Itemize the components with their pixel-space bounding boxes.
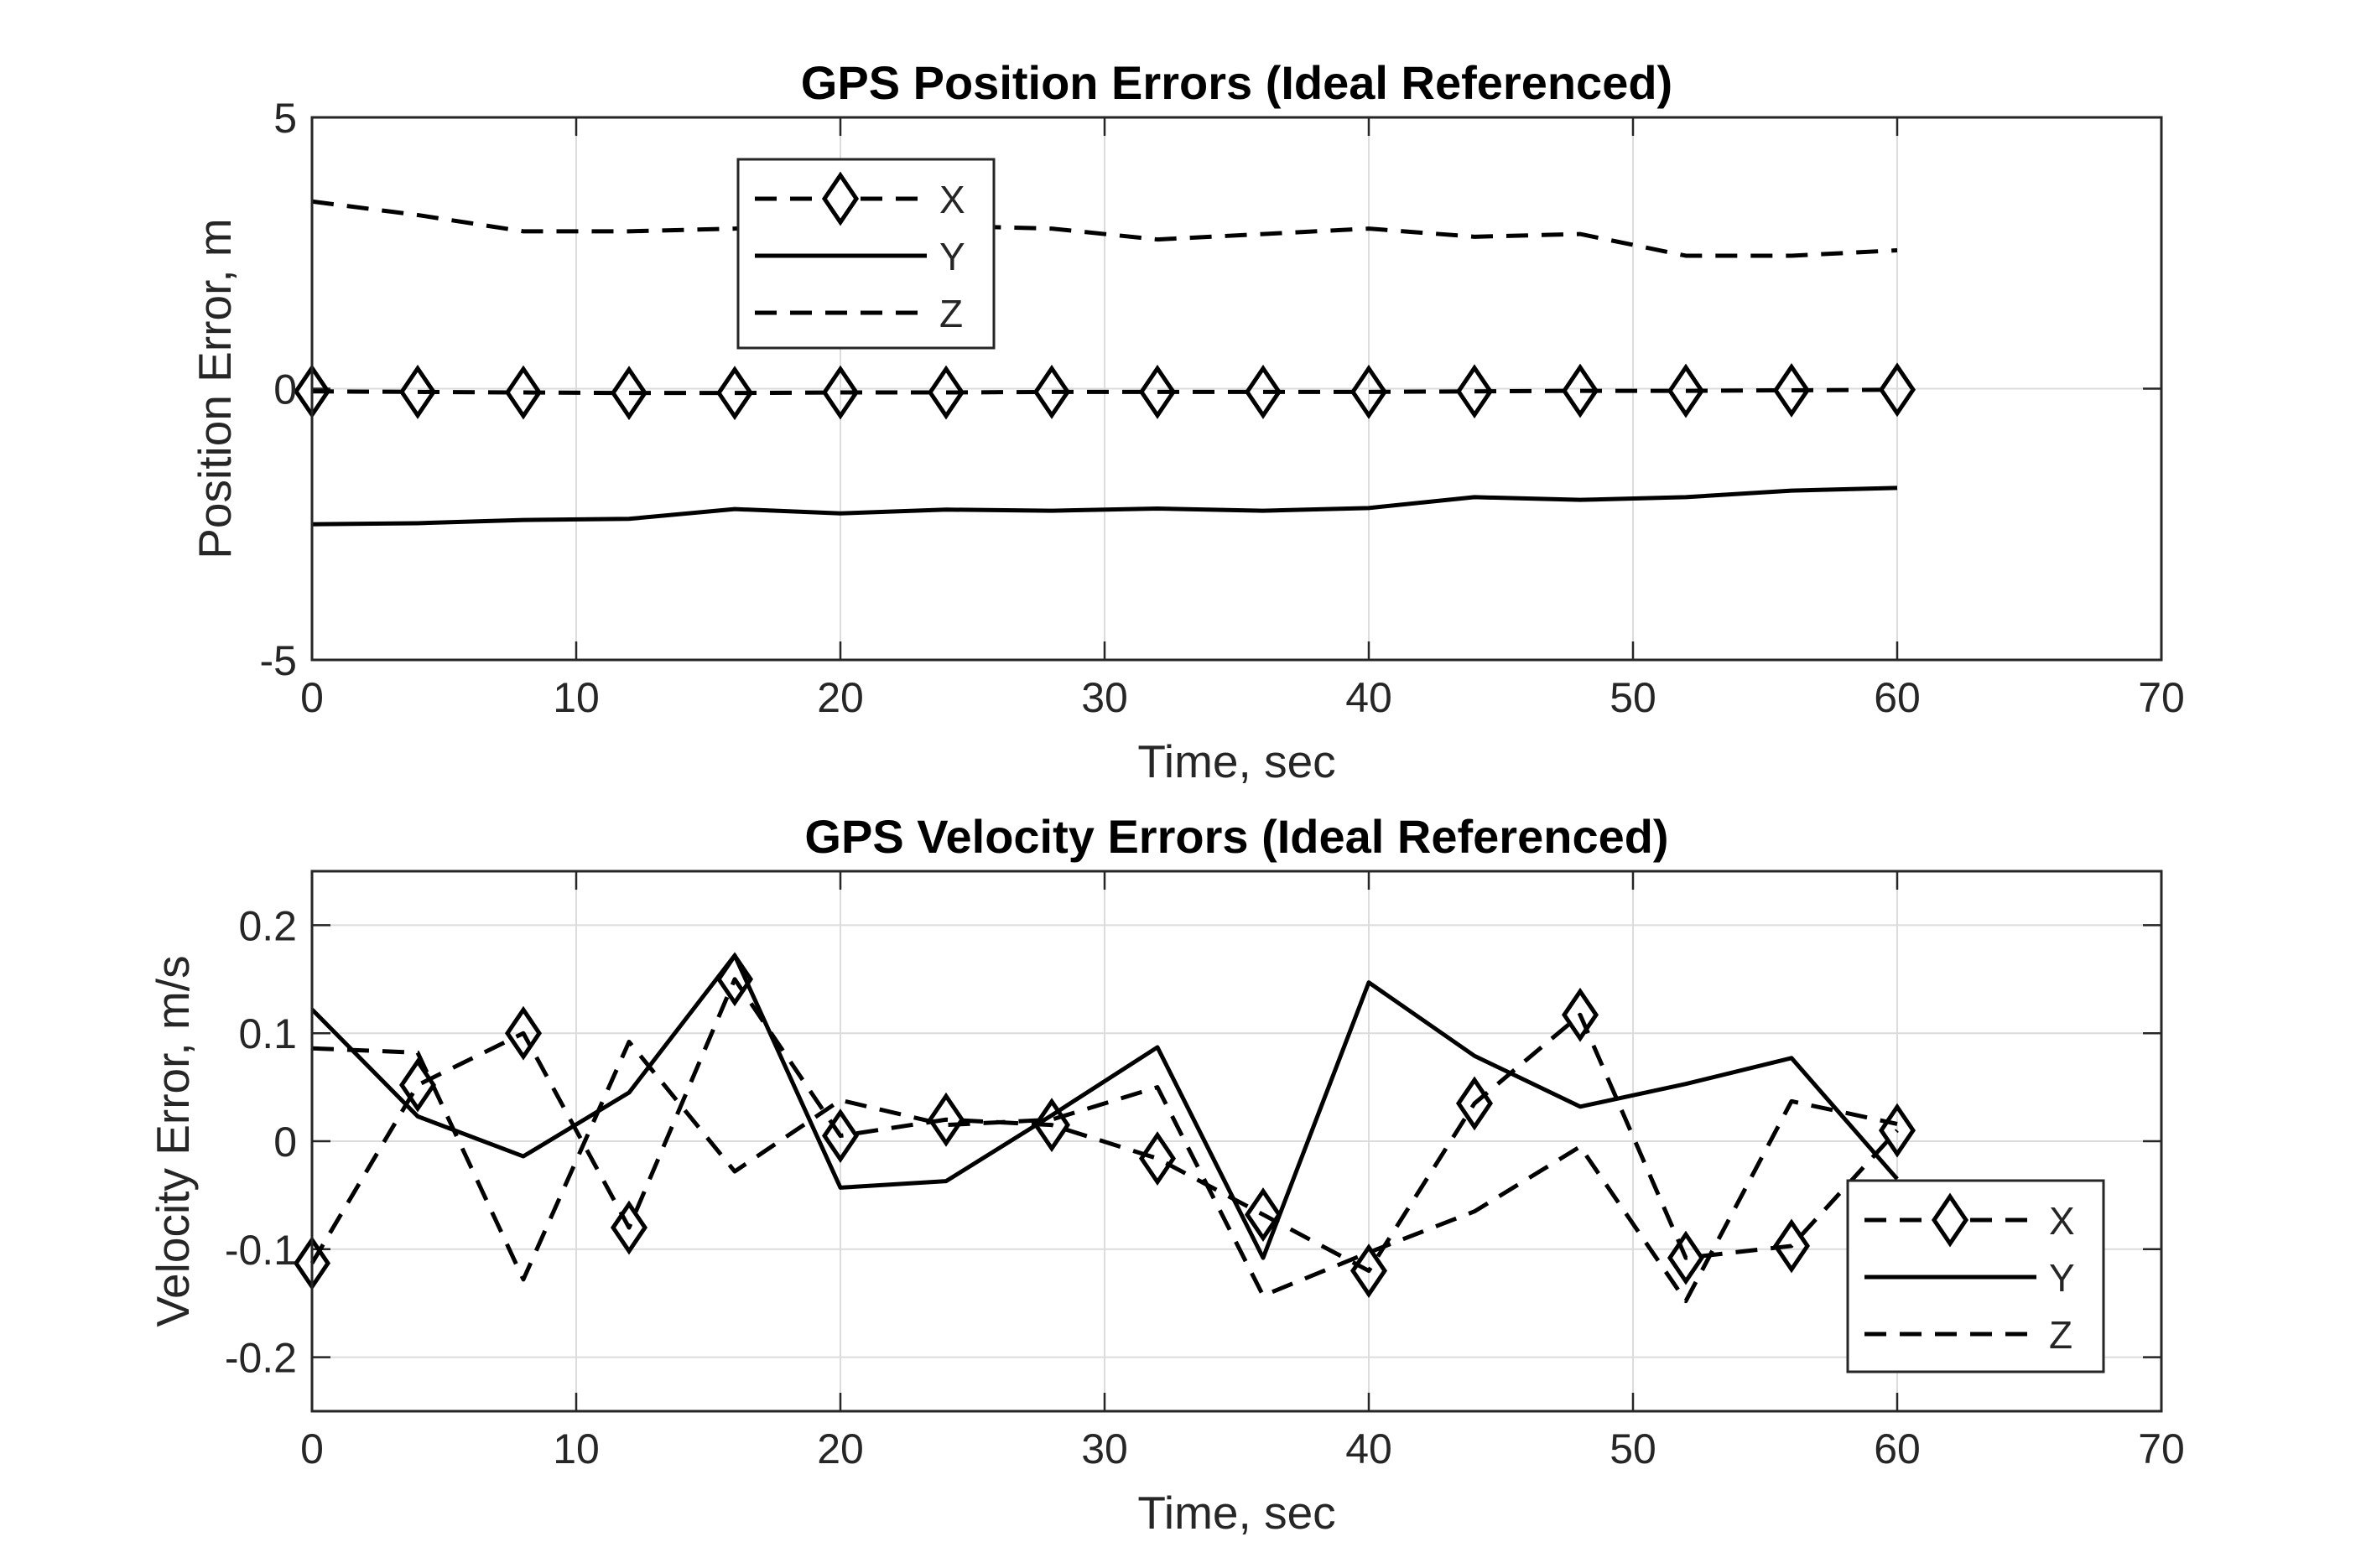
data-point-x: [715, 366, 754, 421]
legend-label-z: Z: [2049, 1313, 2072, 1357]
x-axis-label: Time, sec: [1137, 1487, 1335, 1539]
x-tick-label: 20: [817, 674, 864, 721]
data-point-x: [1455, 1076, 1494, 1131]
x-tick-label: 70: [2138, 1425, 2185, 1472]
x-tick-label: 40: [1345, 674, 1392, 721]
x-tick-label: 0: [300, 1425, 324, 1472]
chart-title: GPS Position Errors (Ideal Referenced): [801, 56, 1672, 109]
chart-title: GPS Velocity Errors (Ideal Referenced): [804, 810, 1668, 863]
legend: XYZ: [1846, 1179, 2105, 1373]
data-point-x: [1772, 362, 1811, 418]
x-tick-label: 10: [553, 1425, 600, 1472]
legend-marker-x: [821, 171, 860, 226]
y-tick-label: -5: [260, 637, 297, 684]
data-point-x: [821, 365, 860, 420]
x-tick-label: 10: [553, 674, 600, 721]
data-point-x: [1244, 1187, 1282, 1243]
series-line-y: [310, 953, 1899, 1260]
y-tick-label: 0.2: [238, 902, 297, 949]
legend-label-x: X: [939, 178, 965, 221]
x-tick-label: 60: [1874, 1425, 1921, 1472]
y-tick-label: 0: [273, 1119, 297, 1166]
series-line-x: [309, 977, 1899, 1274]
x-axis-label: Time, sec: [1137, 735, 1335, 787]
data-point-x: [1350, 1243, 1388, 1299]
x-tick-label: 50: [1610, 1425, 1656, 1472]
legend-label-y: Y: [939, 235, 965, 278]
y-axis-label: Velocity Error, m/s: [147, 955, 199, 1327]
data-point-x: [1032, 364, 1071, 419]
y-tick-label: 0.1: [238, 1010, 297, 1057]
y-axis-label: Position Error, m: [189, 218, 241, 559]
y-tick-label: -0.2: [225, 1335, 297, 1382]
data-point-x: [1350, 364, 1388, 419]
data-point-x: [1772, 1218, 1811, 1274]
x-tick-label: 60: [1874, 674, 1921, 721]
series-line-z: [311, 1040, 1898, 1304]
data-point-x: [504, 365, 543, 420]
x-tick-label: 50: [1610, 674, 1656, 721]
x-tick-label: 70: [2138, 674, 2185, 721]
data-point-x: [1561, 363, 1599, 418]
legend-label-y: Y: [2049, 1256, 2075, 1300]
series-line-z: [311, 199, 1898, 258]
data-point-x: [1455, 364, 1494, 419]
data-point-x: [610, 366, 648, 421]
data-point-x: [610, 1200, 648, 1255]
x-tick-label: 20: [817, 1425, 864, 1472]
data-point-x: [1244, 364, 1282, 419]
legend-label-x: X: [2049, 1199, 2075, 1243]
y-tick-label: 5: [273, 95, 297, 142]
series-line-x: [311, 387, 1898, 396]
series-line-y: [311, 485, 1898, 527]
legend-marker-x: [1931, 1192, 1969, 1248]
data-point-x: [927, 1092, 965, 1147]
x-tick-label: 30: [1081, 1425, 1128, 1472]
x-tick-label: 30: [1081, 674, 1128, 721]
x-tick-label: 40: [1345, 1425, 1392, 1472]
data-point-x: [1561, 987, 1599, 1042]
data-point-x: [1667, 1230, 1705, 1285]
x-tick-label: 0: [300, 674, 324, 721]
data-point-x: [1667, 363, 1705, 418]
axes-box: [310, 870, 2163, 1413]
velocity-errors-plot: 0 10 20 30 40 50 60 70 -0.2 -0.1 0 0.1 0.2 GPS Veloci…: [147, 810, 2185, 1539]
data-point-x: [1138, 1131, 1177, 1186]
data-point-x: [398, 364, 437, 419]
data-point-x: [927, 365, 965, 420]
legend-label-z: Z: [939, 292, 963, 335]
axes-box: [310, 116, 2163, 662]
legend: XYZ: [736, 158, 996, 350]
data-point-x: [1138, 364, 1177, 419]
y-tick-label: -0.1: [225, 1227, 297, 1274]
y-tick-label: 0: [273, 366, 297, 413]
data-point-x: [1878, 362, 1916, 418]
data-point-x: [504, 1005, 543, 1061]
data-point-x: [821, 1109, 860, 1164]
data-point-x: [398, 1057, 437, 1113]
